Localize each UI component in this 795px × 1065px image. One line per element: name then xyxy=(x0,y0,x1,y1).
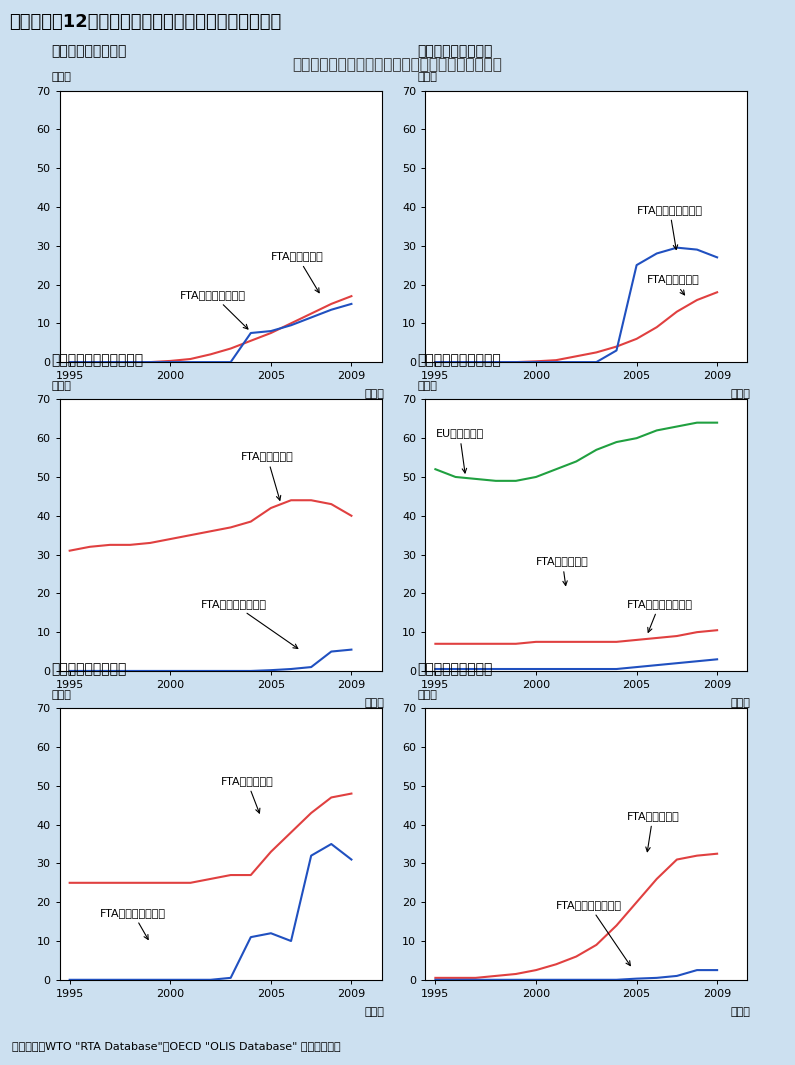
Text: FTA発効国向け: FTA発効国向け xyxy=(241,452,293,501)
Text: （１）日本（輸出）: （１）日本（輸出） xyxy=(52,45,127,59)
Text: 第２－１－12図　貿易の自由貿易協定によるカバー率: 第２－１－12図 貿易の自由貿易協定によるカバー率 xyxy=(10,14,281,31)
Text: （％）: （％） xyxy=(417,72,437,82)
Text: （％）: （％） xyxy=(52,381,72,391)
Text: EU加盟国向け: EU加盟国向け xyxy=(436,428,483,473)
Text: FTA協議中の国向け: FTA協議中の国向け xyxy=(556,900,630,966)
Text: FTA協議中の国向け: FTA協議中の国向け xyxy=(180,290,248,329)
Text: FTA協議中の国向け: FTA協議中の国向け xyxy=(637,204,703,249)
Text: FTA協議中の国向け: FTA協議中の国向け xyxy=(100,907,166,939)
Text: 他国と比べ我が国の貿易に関する経済連携は出遅れ: 他国と比べ我が国の貿易に関する経済連携は出遅れ xyxy=(293,58,502,72)
Text: （年）: （年） xyxy=(365,699,385,708)
Text: （年）: （年） xyxy=(365,1007,385,1017)
Text: （％）: （％） xyxy=(52,72,72,82)
Text: FTA発効国向け: FTA発効国向け xyxy=(271,251,324,293)
Text: （５）韓国（輸出）: （５）韓国（輸出） xyxy=(52,662,127,676)
Text: （年）: （年） xyxy=(365,390,385,399)
Text: （年）: （年） xyxy=(731,1007,750,1017)
Text: FTA発効国向け: FTA発効国向け xyxy=(646,275,700,295)
Text: （％）: （％） xyxy=(417,690,437,700)
Text: （年）: （年） xyxy=(731,390,750,399)
Text: FTA発効国向け: FTA発効国向け xyxy=(220,775,273,813)
Text: FTA協議中の国向け: FTA協議中の国向け xyxy=(200,599,298,649)
Text: FTA発効国向け: FTA発効国向け xyxy=(536,556,589,586)
Text: （６）中国（輸出）: （６）中国（輸出） xyxy=(417,662,493,676)
Text: （％）: （％） xyxy=(417,381,437,391)
Text: （備考）　WTO "RTA Database"、OECD "OLIS Database" により作成。: （備考） WTO "RTA Database"、OECD "OLIS Datab… xyxy=(12,1042,340,1051)
Text: （年）: （年） xyxy=(731,699,750,708)
Text: （３）アメリカ（輸出）: （３）アメリカ（輸出） xyxy=(52,354,144,367)
Text: FTA協議中の国向け: FTA協議中の国向け xyxy=(626,599,692,633)
Text: （％）: （％） xyxy=(52,690,72,700)
Text: （４）ドイツ（輸出）: （４）ドイツ（輸出） xyxy=(417,354,501,367)
Text: FTA発効国向け: FTA発効国向け xyxy=(626,810,679,852)
Text: （２）日本（輸入）: （２）日本（輸入） xyxy=(417,45,493,59)
